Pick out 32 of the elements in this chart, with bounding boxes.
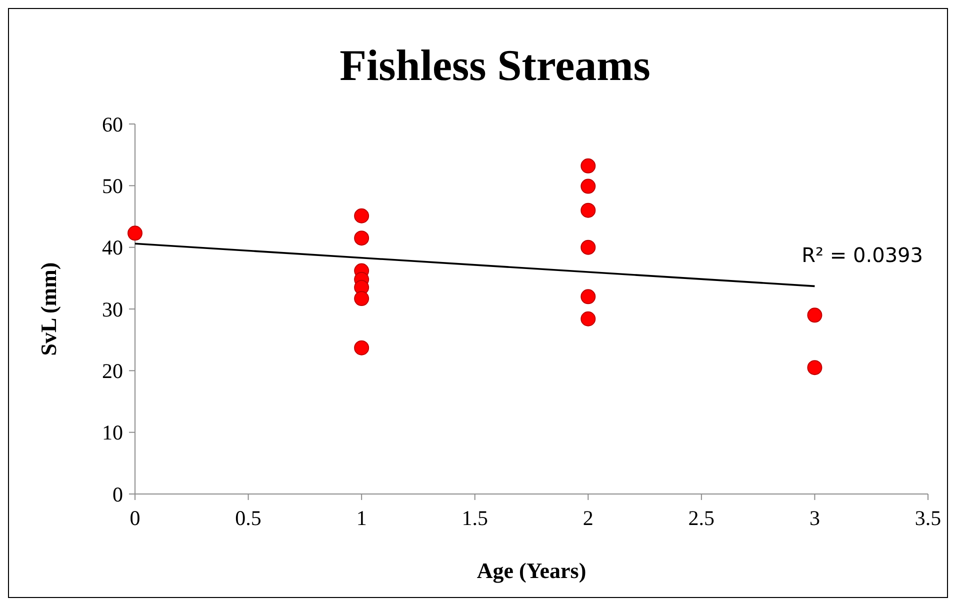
y-tick-label: 30 [102, 297, 123, 322]
y-axis-title: SvL (mm) [36, 262, 61, 356]
point [128, 226, 142, 241]
point [354, 291, 370, 306]
x-axis-title: Age (Years) [476, 558, 586, 583]
point [354, 208, 370, 224]
point [580, 311, 596, 326]
x-tick-label: 2.5 [688, 506, 715, 530]
x-tick-label: 3.5 [914, 506, 942, 530]
point [580, 158, 596, 174]
point [580, 240, 596, 255]
point [807, 360, 822, 376]
y-tick-label: 50 [102, 174, 123, 198]
x-tick-label: 2 [582, 506, 594, 530]
x-tick-label: 1 [356, 506, 367, 530]
annotation: R² = 0.0393 [802, 243, 923, 267]
point [807, 308, 822, 323]
x-tick-label: 0 [130, 506, 140, 530]
x-tick-label: 1.5 [462, 506, 488, 530]
y-tick-label: 40 [102, 236, 123, 260]
y-tick-label: 10 [102, 420, 123, 445]
point [354, 230, 370, 246]
point [354, 340, 370, 356]
y-tick-label: 60 [102, 112, 123, 136]
chart-title: Fishless Streams [340, 41, 650, 90]
point [580, 202, 596, 218]
y-tick-label: 0 [112, 482, 123, 506]
point [580, 178, 596, 194]
x-tick-label: 3 [809, 506, 820, 530]
x-tick-label: 0.5 [235, 506, 262, 530]
point [580, 289, 596, 304]
y-tick-label: 20 [102, 359, 123, 384]
